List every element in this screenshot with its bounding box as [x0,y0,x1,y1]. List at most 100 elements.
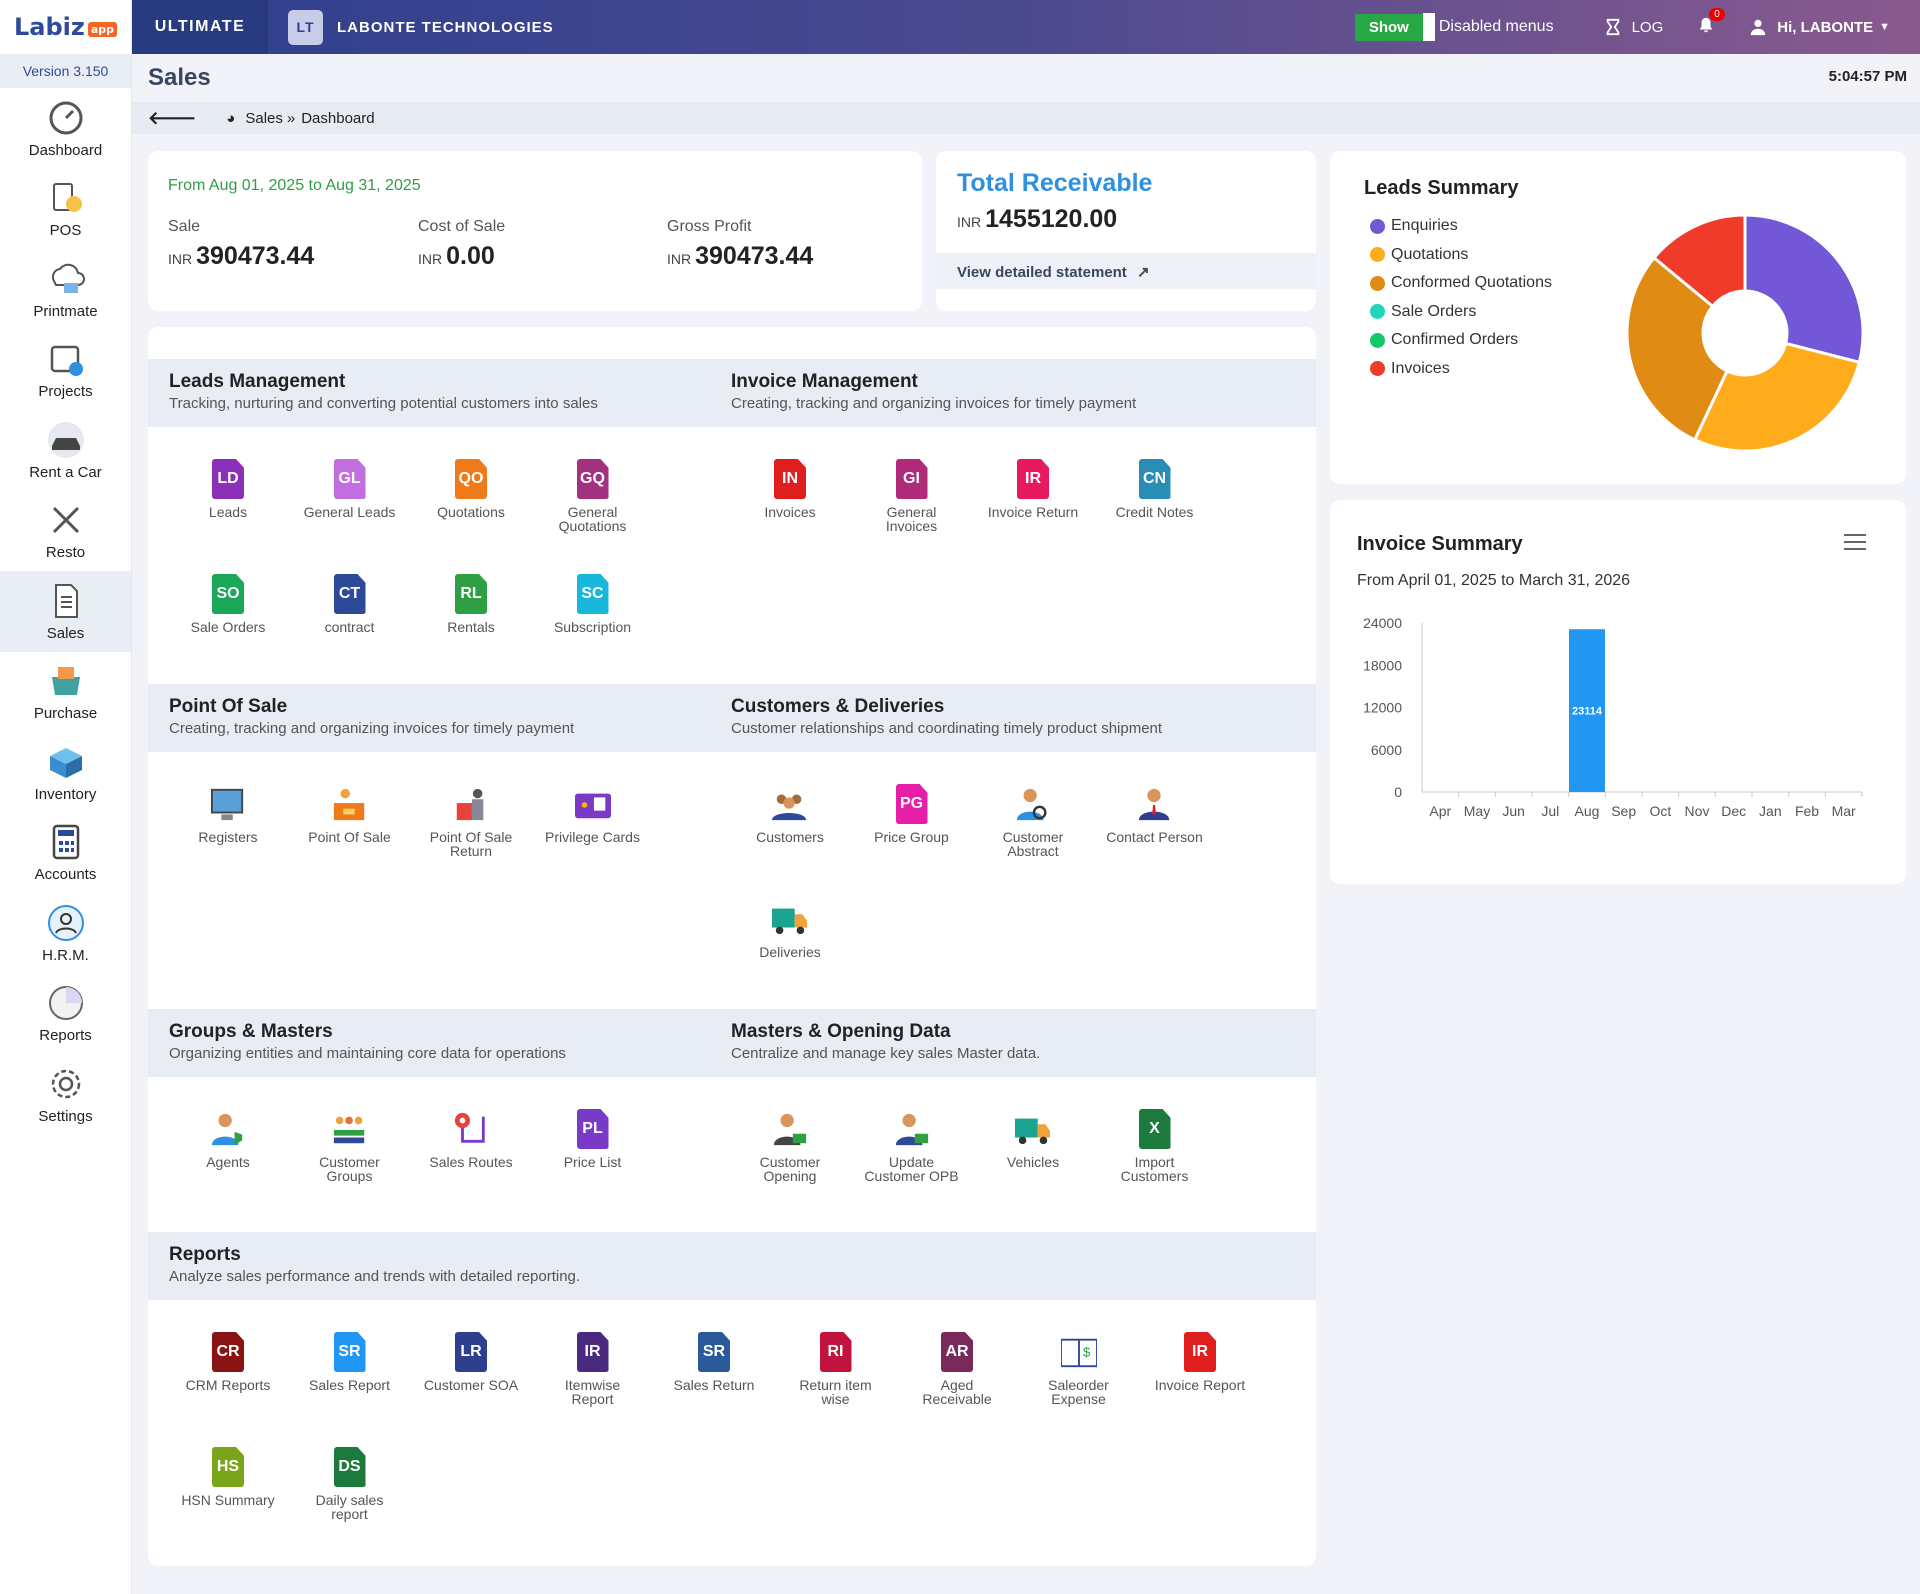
chart-menu-icon[interactable] [1844,534,1866,555]
tile-general-quotations[interactable]: GQ General Quotations [543,459,643,533]
tile-crm-reports[interactable]: CR CRM Reports [178,1332,278,1392]
tile-contact-person[interactable]: Contact Person [1105,784,1205,844]
tile-label: Sale Orders [190,619,266,635]
org-switcher[interactable]: LT LABONTE TECHNOLOGIES [288,9,554,45]
tile-credit-notes[interactable]: CN Credit Notes [1105,459,1205,519]
sidebar-item-pos[interactable]: POS [0,169,131,250]
x-tick-label: Jan [1759,803,1782,819]
tile-customer-groups[interactable]: Customer Groups [300,1109,400,1183]
section-title-customers: Customers & Deliveries [731,696,945,717]
cost-label: Cost of Sale [418,218,506,235]
brand-logo[interactable]: Labiz app [0,0,131,54]
toggle-knob[interactable] [1422,13,1435,41]
bar-aug[interactable] [1569,629,1605,792]
pie-slice-quotations[interactable] [1692,341,1862,453]
tile-leads[interactable]: LD Leads [178,459,278,519]
tile-label: Aged Receivable [922,1377,992,1407]
legend-item-confirmed-orders[interactable]: Confirmed Orders [1370,331,1518,349]
tile-deliveries[interactable]: Deliveries [740,899,840,959]
pie-slice-invoices[interactable] [1651,213,1747,309]
view-statement-link[interactable]: View detailed statement ↗ [936,253,1316,289]
sidebar-item-settings[interactable]: Settings [0,1054,131,1135]
tile-price-group[interactable]: PG Price Group [862,784,962,844]
general-quotations-icon: GQ [576,459,609,499]
tile-point-of-sale-return[interactable]: Point Of Sale Return [421,784,521,858]
tile-saleorder-expense[interactable]: $ Saleorder Expense [1029,1332,1129,1406]
legend-item-sale-orders[interactable]: Sale Orders [1370,303,1476,321]
tile-invoice-report[interactable]: IR Invoice Report [1150,1332,1250,1392]
tile-import-customers[interactable]: X Import Customers [1105,1109,1205,1183]
show-button[interactable]: Show [1354,13,1423,41]
update-customer-opb-icon [895,1113,928,1146]
tile-sale-orders[interactable]: SO Sale Orders [178,574,278,634]
user-menu[interactable]: Hi, LABONTE ▼ [1749,18,1890,36]
legend-item-conformed-quotations[interactable]: Conformed Quotations [1370,274,1552,292]
breadcrumb: 🡐 ◕ Sales » Dashboard [132,102,1920,134]
sidebar-item-dashboard[interactable]: Dashboard [0,88,131,169]
disabled-menus-toggle[interactable]: Show Disabled menus [1354,13,1554,41]
tile-label: Leads [208,504,248,520]
tile-quotations[interactable]: QO Quotations [421,459,521,519]
tile-sales-report[interactable]: SR Sales Report [300,1332,400,1392]
settings-icon [51,1069,80,1098]
import-customers-icon: X [1138,1109,1171,1149]
tile-aged-receivable[interactable]: AR Aged Receivable [907,1332,1007,1406]
legend-item-invoices[interactable]: Invoices [1370,360,1450,378]
sales-icon [54,583,78,618]
pie-slice-conformed-quotations[interactable] [1625,255,1730,442]
tile-invoices[interactable]: IN Invoices [740,459,840,519]
sales-report-icon: SR [333,1332,366,1372]
sidebar-item-rentacar[interactable]: Rent a Car [0,410,131,491]
tile-general-leads[interactable]: GL General Leads [300,459,400,519]
tile-contract[interactable]: CT contract [300,574,400,634]
sidebar-item-reports[interactable]: Reports [0,974,131,1055]
bar-data-label: 23114 [1572,706,1603,718]
tile-daily-sales-report[interactable]: DS Daily sales report [300,1447,400,1521]
legend-item-quotations[interactable]: Quotations [1370,246,1468,264]
tile-customer-abstract[interactable]: Customer Abstract [983,784,1083,858]
tile-invoice-return[interactable]: IR Invoice Return [983,459,1083,519]
tile-general-invoices[interactable]: GI General Invoices [862,459,962,533]
sidebar-item-resto[interactable]: Resto [0,491,131,572]
sidebar-item-projects[interactable]: Projects [0,330,131,411]
sidebar-item-accounts[interactable]: Accounts [0,813,131,894]
tile-itemwise-report[interactable]: IR Itemwise Report [543,1332,643,1406]
tile-customers[interactable]: Customers [740,784,840,844]
tile-price-list[interactable]: PL Price List [543,1109,643,1169]
breadcrumb-sales[interactable]: Sales [245,109,283,127]
y-tick-label: 18000 [1363,657,1402,673]
legend-item-enquiries[interactable]: Enquiries [1370,217,1458,235]
sale-value: 390473.44 [196,242,315,270]
pie-slice-enquiries[interactable] [1743,213,1865,365]
tile-vehicles[interactable]: Vehicles [983,1109,1083,1169]
tile-return-item-wise[interactable]: RI Return item wise [786,1332,886,1406]
sidebar-item-purchase[interactable]: Purchase [0,652,131,733]
back-arrow-icon[interactable]: 🡐 [148,107,197,128]
agents-icon [211,1113,243,1146]
tile-point-of-sale[interactable]: Point Of Sale [300,784,400,844]
sidebar-item-printmate[interactable]: Printmate [0,249,131,330]
tile-agents[interactable]: Agents [178,1109,278,1169]
tile-subscription[interactable]: SC Subscription [543,574,643,634]
org-name: LABONTE TECHNOLOGIES [337,18,554,36]
tile-hsn-summary[interactable]: HS HSN Summary [178,1447,278,1507]
cost-kpi: Cost of Sale INR 0.00 [418,218,505,271]
tile-customer-soa[interactable]: LR Customer SOA [421,1332,521,1392]
tile-sales-return[interactable]: SR Sales Return [664,1332,764,1392]
tile-registers[interactable]: Registers [178,784,278,844]
tile-customer-opening[interactable]: Customer Opening [740,1109,840,1183]
tile-label: Price Group [874,829,949,845]
log-button[interactable]: LOG [1604,18,1663,36]
tile-sales-routes[interactable]: Sales Routes [421,1109,521,1169]
tile-rentals[interactable]: RL Rentals [421,574,521,634]
tile-privilege-cards[interactable]: Privilege Cards [543,784,643,844]
tile-update-customer-opb[interactable]: Update Customer OPB [862,1109,962,1183]
gross-profit-kpi: Gross Profit INR 390473.44 [667,218,813,271]
notifications-button[interactable]: 0 [1697,7,1725,39]
sidebar-item-inventory[interactable]: Inventory [0,732,131,813]
vehicles-icon [1015,1118,1051,1145]
tile-label: Vehicles [1006,1154,1060,1170]
sidebar-item-sales[interactable]: Sales [0,571,131,652]
sidebar-item-hrm[interactable]: H.R.M. [0,893,131,974]
pie-icon: ◕ [226,109,236,127]
